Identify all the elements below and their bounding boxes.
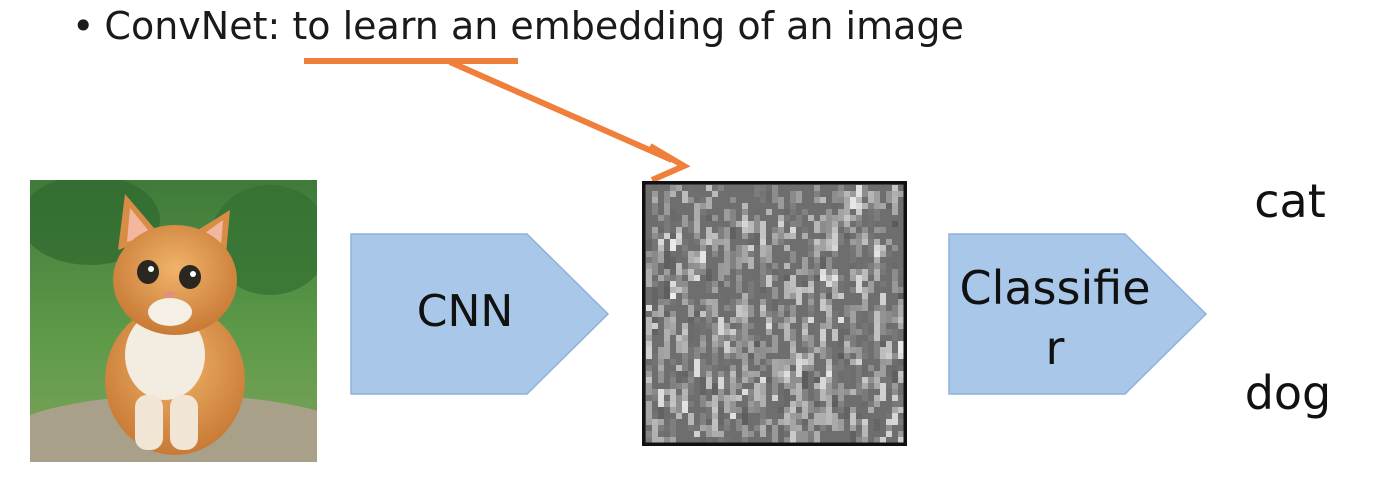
output-cat: cat	[1254, 174, 1326, 228]
feature-map	[642, 181, 907, 446]
cnn-label: CNN	[416, 286, 514, 337]
classifier-label: Classifie r	[950, 258, 1160, 378]
bullet-prefix: ConvNet:	[104, 4, 293, 48]
cnn-arrow-shape	[350, 233, 610, 395]
annotation-arrow-head	[648, 143, 691, 183]
feature-map-texture	[646, 185, 904, 446]
output-dog: dog	[1244, 366, 1332, 420]
classifier-label-line2: r	[1045, 321, 1065, 375]
annotation-arrow-shaft	[448, 59, 674, 163]
classifier-arrow-shape	[948, 233, 1208, 395]
bullet-text: • ConvNet: to learn an embedding of an im…	[72, 4, 964, 48]
bullet-suffix: embedding of an image	[498, 4, 964, 48]
classifier-label-line1: Classifie	[959, 261, 1151, 315]
bullet-dot: •	[72, 4, 95, 48]
bullet-highlight: to learn an	[292, 4, 499, 48]
cat-photo	[30, 180, 317, 462]
